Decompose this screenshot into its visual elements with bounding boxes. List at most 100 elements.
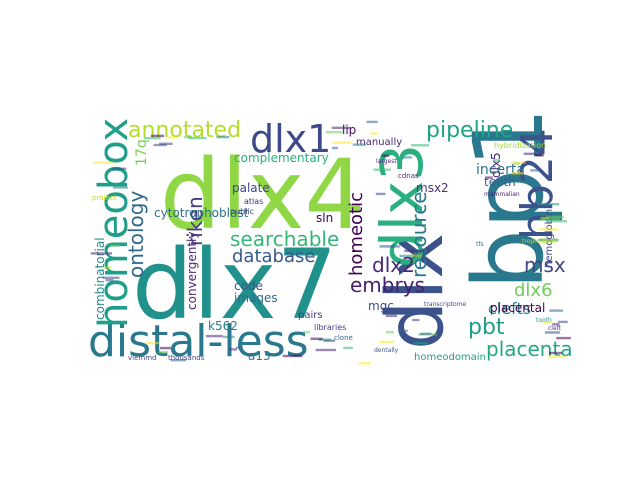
word-cdnas: cdnas [398, 172, 419, 180]
filler-mark [358, 362, 371, 365]
filler-mark [331, 126, 350, 129]
filler-mark [539, 228, 559, 231]
filler-mark [379, 245, 400, 248]
filler-mark [412, 318, 420, 322]
word-complementary: complementary [234, 151, 329, 165]
filler-mark [325, 131, 343, 134]
filler-mark [352, 143, 366, 146]
filler-mark [401, 156, 413, 159]
word-clefts: clefts [488, 299, 531, 318]
word-combinatorial: combinatorial [93, 237, 107, 320]
word-a13: a13 [248, 349, 271, 363]
word-cytotrophoblast: cytotrophoblast [154, 206, 249, 220]
filler-mark [90, 252, 113, 255]
filler-mark [493, 159, 500, 162]
word-vlemmd: vlemmd [128, 354, 156, 362]
word-ontology: ontology [124, 191, 148, 278]
word-convergently: convergently [185, 232, 199, 311]
filler-mark [112, 167, 127, 170]
filler-mark [378, 340, 395, 344]
filler-mark [315, 348, 336, 352]
word-riken: riken [183, 196, 207, 246]
word-pairs: pairs [298, 310, 323, 321]
word-embrys: embrys [350, 273, 425, 297]
word-resource: resource [407, 191, 431, 278]
word-palate: palate [232, 181, 270, 195]
filler-mark [399, 254, 415, 258]
filler-mark [216, 135, 230, 139]
word-atlas: atlas [244, 197, 263, 206]
word-hybridization: hybridization [494, 141, 546, 150]
filler-mark [485, 176, 493, 179]
filler-mark [103, 266, 111, 269]
filler-mark [544, 331, 560, 334]
filler-mark [552, 323, 560, 326]
word-dlx6: dlx6 [514, 280, 553, 301]
filler-mark [373, 168, 391, 171]
word-searchable: searchable [230, 227, 339, 251]
word-homeotic: homeotic [346, 192, 367, 276]
word-msx: msx [524, 253, 566, 277]
word-public: public [230, 207, 254, 216]
filler-mark [370, 132, 378, 135]
filler-mark [404, 249, 424, 253]
word-distal-less: distal-less [88, 316, 309, 367]
word-cleft: cleft [548, 325, 562, 332]
filler-mark [399, 329, 408, 333]
filler-mark [93, 161, 114, 164]
word-pbt: pbt [468, 315, 505, 340]
filler-mark [549, 351, 563, 355]
filler-mark [160, 346, 171, 350]
word-dentally: dentally [374, 347, 399, 354]
filler-mark [411, 254, 422, 257]
filler-mark [510, 161, 526, 164]
filler-mark [366, 120, 378, 124]
filler-mark [385, 314, 397, 318]
filler-mark [537, 203, 560, 206]
word-dlx7: dlx7 [132, 229, 338, 341]
word-lip: lip [342, 123, 356, 137]
filler-mark [547, 355, 566, 358]
filler-mark [385, 331, 394, 334]
filler-mark [556, 336, 571, 340]
word-hemoglobin: hemoglobin [544, 209, 555, 268]
word-manually: manually [356, 137, 402, 148]
word-dlx1: dlx1 [250, 117, 331, 161]
word-pipeline: pipeline [426, 118, 513, 143]
filler-mark [229, 348, 237, 351]
word-transcriptome: transcriptome [424, 301, 467, 308]
word-17q: 17q [134, 139, 150, 166]
filler-mark [150, 134, 165, 138]
filler-mark [540, 217, 561, 221]
word-tfs: tfs [476, 241, 484, 248]
filler-mark [282, 354, 303, 358]
word-thousands: thousands [168, 354, 205, 362]
filler-mark [188, 136, 207, 140]
word-placental: placental [490, 301, 545, 315]
word-homeobox: homeobox [91, 118, 137, 328]
filler-mark [105, 279, 114, 282]
filler-mark [343, 346, 353, 350]
filler-mark [323, 339, 336, 342]
filler-mark [310, 337, 323, 340]
filler-mark [223, 335, 235, 339]
word-clone: clone [334, 334, 353, 342]
word-dlx5: dlx5 [489, 152, 503, 178]
filler-mark [549, 309, 563, 312]
word-sln: sln [316, 211, 333, 225]
filler-mark [183, 136, 193, 139]
word-trophoblast: trophoblast [522, 238, 557, 245]
filler-mark [530, 169, 541, 172]
word-mammalian: mammalian [484, 191, 520, 198]
filler-mark [235, 346, 243, 349]
filler-mark [411, 144, 430, 147]
filler-mark [420, 332, 432, 335]
word-tooth: tooth [536, 317, 552, 324]
filler-mark [205, 334, 223, 338]
filler-mark [168, 136, 176, 139]
word-images: images [234, 291, 278, 305]
filler-mark [541, 239, 558, 242]
word-database: database [232, 246, 315, 267]
word-homeodomain: homeodomain [414, 352, 486, 363]
